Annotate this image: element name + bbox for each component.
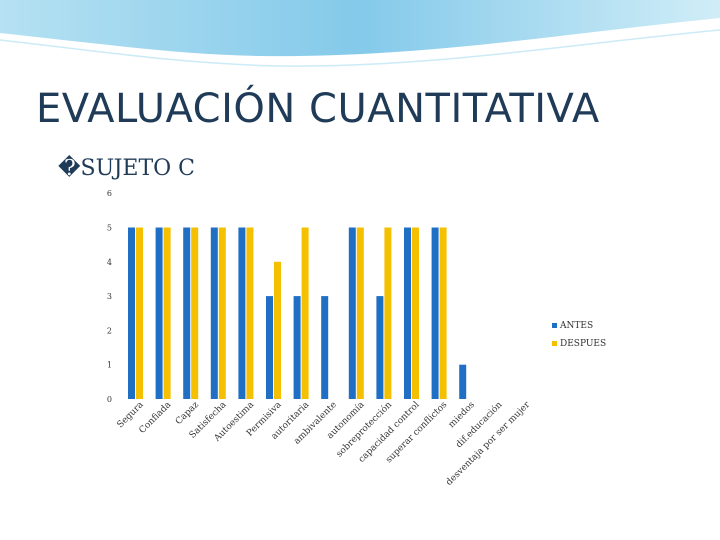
bar-antes [128, 227, 135, 399]
x-category-label: Capaz [174, 400, 201, 427]
y-tick-label: 0 [107, 395, 112, 404]
bar-antes [459, 364, 467, 399]
legend-swatch [552, 341, 557, 346]
bar-antes [183, 227, 191, 399]
bar-despues [163, 227, 171, 399]
bar-despues [136, 227, 143, 399]
bar-despues [301, 227, 309, 399]
bar-despues [218, 227, 226, 399]
bar-despues [356, 227, 364, 399]
y-tick-label: 4 [107, 258, 112, 267]
bar-antes [210, 227, 218, 399]
slide-subtitle: �SUJETO C [58, 156, 195, 181]
y-tick-label: 5 [107, 224, 112, 233]
x-category-label: dif.educación [454, 399, 505, 450]
y-tick-label: 3 [107, 292, 112, 301]
bar-antes [238, 227, 246, 399]
bar-despues [384, 227, 392, 399]
legend-label: DESPUES [560, 339, 606, 349]
bar-antes [431, 227, 439, 399]
bar-antes [321, 296, 329, 399]
bar-despues [412, 227, 419, 399]
bar-despues [191, 227, 199, 399]
bar-antes [293, 296, 301, 399]
y-tick-label: 6 [107, 189, 112, 198]
legend-label: ANTES [559, 321, 593, 331]
y-tick-label: 1 [107, 361, 112, 370]
bar-antes [266, 296, 273, 399]
bar-despues [246, 227, 254, 399]
bar-antes [155, 227, 163, 399]
bar-antes [348, 227, 356, 399]
bar-antes [376, 296, 384, 399]
bar-despues [439, 227, 447, 399]
slide-title: EVALUACIÓN CUANTITATIVA [36, 86, 600, 132]
bar-antes [404, 227, 411, 399]
bar-despues [274, 261, 281, 399]
legend-swatch [552, 323, 557, 328]
header-wave-decoration [0, 0, 720, 67]
y-tick-label: 2 [107, 326, 112, 335]
